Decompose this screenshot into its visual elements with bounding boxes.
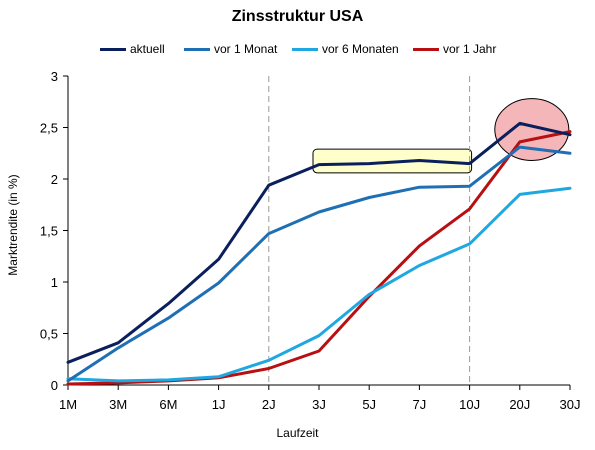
- legend-item-vor-1-jahr: vor 1 Jahr: [413, 42, 496, 56]
- y-tick-label: 2: [51, 172, 58, 187]
- legend-swatch-vor-1-monat: [184, 47, 210, 51]
- x-axis-title: Laufzeit: [276, 426, 319, 440]
- legend-label-vor-1-jahr: vor 1 Jahr: [443, 42, 497, 56]
- x-tick-label: 1J: [212, 397, 226, 412]
- x-tick-label: 3M: [109, 397, 127, 412]
- y-axis-title: Marktrendite (in %): [3, 174, 23, 275]
- y-tick-label: 2,5: [40, 121, 58, 136]
- x-tick-label: 10J: [459, 397, 480, 412]
- legend: aktuell vor 1 Monat vor 6 Monaten vor 1 …: [0, 42, 595, 58]
- legend-item-aktuell: aktuell: [100, 42, 165, 56]
- legend-item-vor-6-monaten: vor 6 Monaten: [292, 42, 399, 56]
- x-tick-label: 1M: [59, 397, 77, 412]
- series-line-aktuell: [66, 121, 572, 364]
- y-axis-title-text: Marktrendite (in %): [6, 174, 20, 276]
- chart-title: Zinsstruktur USA: [231, 8, 364, 25]
- x-tick-label: 30J: [560, 397, 581, 412]
- x-tick-label: 2J: [262, 397, 276, 412]
- legend-swatch-vor-1-jahr: [413, 47, 439, 51]
- x-tick-label: 6M: [159, 397, 177, 412]
- x-tick-label: 5J: [362, 397, 376, 412]
- series-line-vor-6-monaten: [66, 186, 572, 383]
- y-tick-label: 1: [51, 275, 58, 290]
- x-tick-label: 20J: [509, 397, 530, 412]
- series-line-vor-1-monat: [66, 145, 572, 383]
- x-tick-label: 3J: [312, 397, 326, 412]
- x-tick-label: 7J: [413, 397, 427, 412]
- y-tick-label: 1,5: [40, 224, 58, 239]
- legend-swatch-aktuell: [100, 47, 126, 51]
- legend-item-vor-1-monat: vor 1 Monat: [184, 42, 277, 56]
- highlight-ellipse: [494, 98, 570, 161]
- y-tick-label: 3: [51, 69, 58, 84]
- legend-label-aktuell: aktuell: [130, 42, 165, 56]
- legend-label-vor-6-monaten: vor 6 Monaten: [322, 42, 399, 56]
- legend-label-vor-1-monat: vor 1 Monat: [214, 42, 278, 56]
- y-tick-label: 0: [51, 378, 58, 393]
- y-tick-label: 0,5: [40, 327, 58, 342]
- legend-swatch-vor-6-monaten: [292, 47, 318, 51]
